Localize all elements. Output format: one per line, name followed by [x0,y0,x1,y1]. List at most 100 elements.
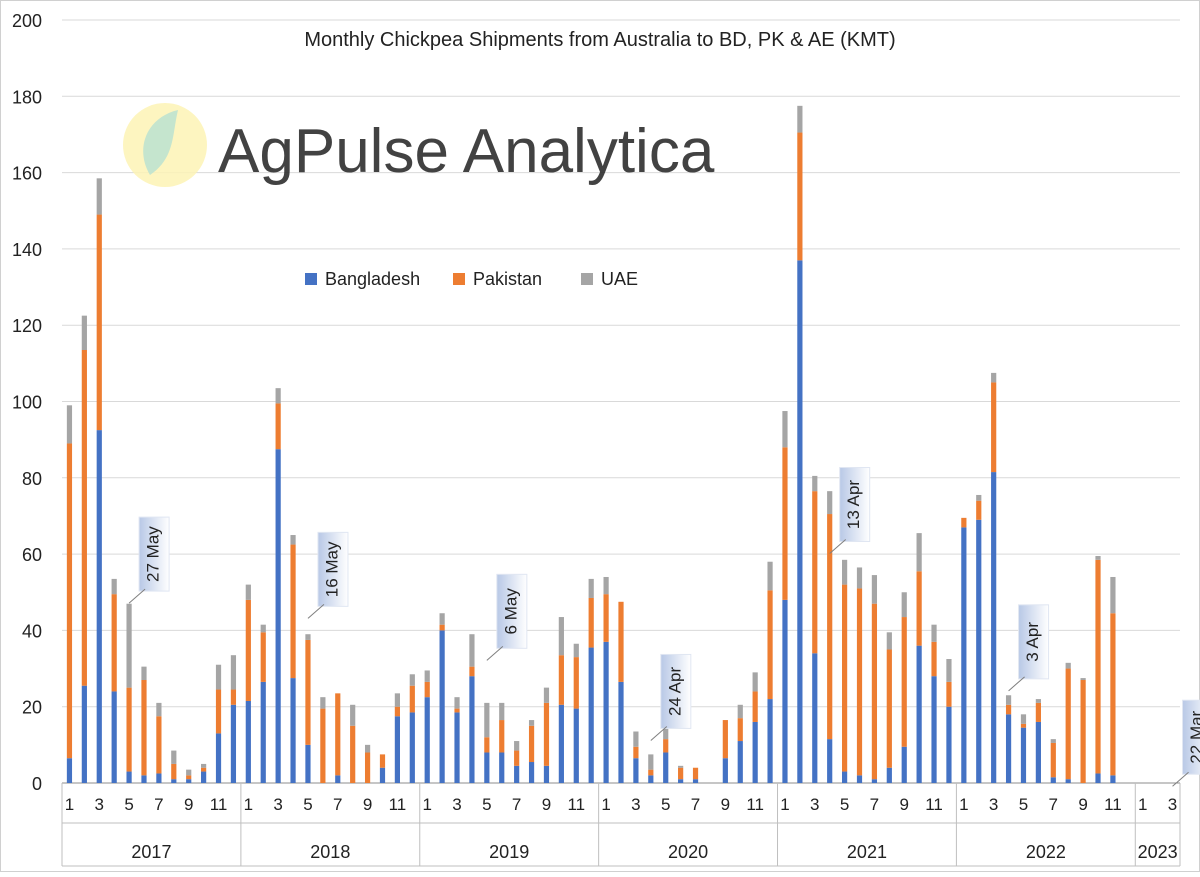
bar-uae-2018-12 [409,674,415,686]
callout-box [1182,699,1200,775]
y-tick-label: 80 [22,469,42,489]
bar-pakistan-2018-12 [409,685,415,713]
bar-bangladesh-2018-11 [394,716,400,783]
bar-uae-2022-04 [1005,695,1012,705]
x-tick-label: 5 [661,795,670,814]
x-tick-label: 9 [1078,795,1087,814]
bar-bangladesh-2021-11 [931,676,937,783]
x-tick-label: 1 [244,795,253,814]
bar-uae-2018-02 [260,624,266,633]
year-label: 2021 [847,842,887,862]
y-tick-label: 120 [12,316,42,336]
bar-uae-2021-08 [886,632,892,650]
bar-uae-2017-11 [215,664,222,690]
bar-pakistan-2022-10 [1095,559,1101,774]
bar-bangladesh-2020-01 [603,641,609,783]
bar-uae-2020-01 [603,576,609,595]
bar-pakistan-2021-06 [856,588,863,776]
bar-bangladesh-2017-05 [126,771,132,783]
annotation-label: 22 Mar [1187,710,1200,763]
x-tick-label: 7 [333,795,342,814]
bar-uae-2020-10 [737,704,743,719]
bar-pakistan-2018-05 [305,639,311,745]
bar-uae-2021-11 [931,624,937,642]
bar-uae-2021-05 [842,559,848,585]
y-tick-label: 20 [22,698,42,718]
y-tick-label: 0 [32,774,42,794]
bar-bangladesh-2019-06 [499,752,505,783]
bar-pakistan-2019-03 [454,708,460,713]
bar-uae-2017-10 [201,763,207,768]
bar-bangladesh-2021-09 [901,746,907,783]
bar-pakistan-2021-11 [931,641,937,677]
bar-bangladesh-2017-08 [171,779,177,783]
x-tick-label: 5 [840,795,849,814]
bar-pakistan-2021-12 [946,681,952,707]
x-tick-label: 11 [389,795,407,814]
bar-uae-2022-05 [1020,714,1027,724]
annotation-callout: 22 Mar [1172,699,1200,787]
callout-leader [486,645,504,661]
bar-pakistan-2017-12 [230,689,237,705]
bar-uae-2018-04 [290,535,296,545]
bar-uae-2022-11 [1110,576,1116,614]
bar-uae-2019-03 [454,697,460,709]
bar-bangladesh-2021-12 [946,706,952,783]
x-tick-label: 1 [959,795,968,814]
bar-pakistan-2022-04 [1005,704,1012,715]
bar-pakistan-2018-06 [320,708,326,783]
bar-uae-2022-09 [1080,678,1086,680]
annotations: 27 May 16 May 6 May 24 Apr 13 Apr 3 Apr 22 Mar [128,467,1200,787]
bar-bangladesh-2022-03 [991,472,997,783]
bar-pakistan-2022-01 [961,517,967,528]
bar-uae-2022-07 [1050,739,1056,743]
bar-pakistan-2017-03 [96,214,102,431]
x-tick-label: 3 [810,795,819,814]
bar-pakistan-2021-03 [812,491,818,654]
bar-pakistan-2017-08 [171,763,177,780]
bar-bangladesh-2019-03 [454,712,460,783]
bar-uae-2022-02 [976,494,982,501]
x-tick-label: 11 [925,795,943,814]
bar-pakistan-2020-06 [678,767,684,780]
bar-bangladesh-2020-11 [752,721,758,783]
year-label: 2019 [489,842,529,862]
bar-pakistan-2017-11 [215,689,222,734]
bar-bangladesh-2021-06 [856,775,863,783]
x-tick-label: 11 [210,795,228,814]
legend-swatch-bangladesh [305,273,317,285]
bar-uae-2020-12 [767,561,773,591]
bar-bangladesh-2022-02 [976,519,982,783]
y-tick-label: 40 [22,621,42,641]
bar-pakistan-2022-03 [991,382,997,473]
x-tick-label: 11 [567,795,585,814]
bar-bangladesh-2017-02 [81,685,87,783]
year-label: 2017 [131,842,171,862]
annotation-callout: 6 May [486,573,528,661]
bar-pakistan-2019-11 [573,657,579,709]
bar-bangladesh-2020-03 [633,758,639,783]
annotation-callout: 27 May [128,516,170,604]
legend-swatch-pakistan [453,273,465,285]
bar-pakistan-2018-11 [394,706,400,717]
x-tick-label: 7 [1049,795,1058,814]
y-axis-ticks: 0 20 40 60 80 100 120 140 160 180 200 [12,11,42,794]
bar-pakistan-2018-08 [350,725,356,783]
bar-bangladesh-2019-04 [469,676,475,783]
bar-uae-2019-11 [573,643,579,658]
bar-uae-2017-05 [126,603,132,688]
year-label: 2023 [1138,842,1178,862]
callout-leader [128,588,146,604]
bar-bangladesh-2021-05 [842,771,848,783]
bar-uae-2019-09 [543,687,550,703]
bar-bangladesh-2021-02 [797,260,803,784]
bar-pakistan-2018-03 [275,403,281,450]
bar-uae-2022-06 [1035,699,1041,703]
bar-pakistan-2019-10 [558,655,564,705]
bar-bangladesh-2017-04 [111,691,117,783]
bar-pakistan-2018-10 [379,754,386,768]
bar-uae-2019-06 [499,702,505,721]
bar-pakistan-2019-09 [543,702,550,766]
